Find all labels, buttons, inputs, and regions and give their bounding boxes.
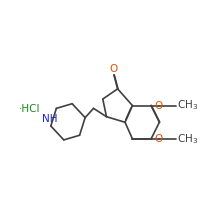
Text: CH$_3$: CH$_3$ bbox=[177, 99, 198, 112]
Text: NH: NH bbox=[42, 114, 57, 124]
Text: CH$_3$: CH$_3$ bbox=[177, 132, 198, 146]
Text: O: O bbox=[110, 64, 118, 74]
Text: O: O bbox=[154, 101, 163, 111]
Text: O: O bbox=[154, 134, 163, 144]
Text: ·HCl: ·HCl bbox=[19, 104, 41, 114]
